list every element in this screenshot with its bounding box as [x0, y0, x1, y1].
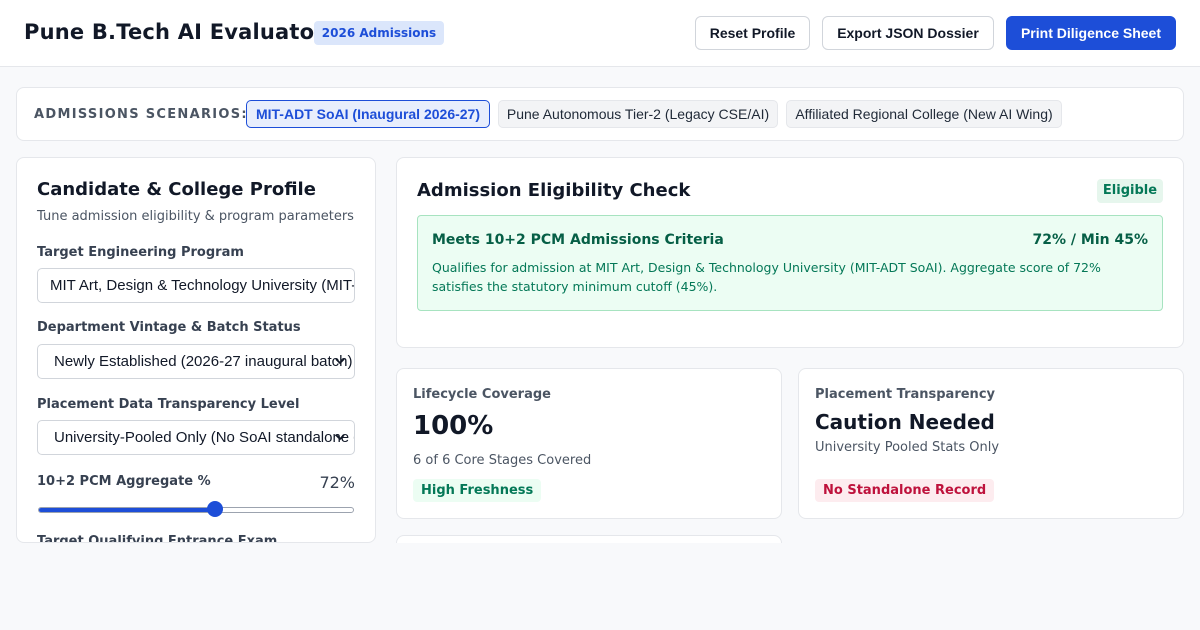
program-label: Target Engineering Program — [37, 245, 244, 260]
chevron-down-icon — [334, 421, 346, 454]
profile-panel-subtitle: Tune admission eligibility & program par… — [37, 209, 354, 224]
placement-label: Placement Transparency — [815, 387, 995, 402]
eligibility-title: Admission Eligibility Check — [417, 180, 691, 201]
vintage-select[interactable]: Newly Established (2026-27 inaugural bat… — [37, 344, 355, 379]
transparency-select[interactable]: University-Pooled Only (No SoAI standalo… — [37, 420, 355, 455]
print-diligence-button[interactable]: Print Diligence Sheet — [1006, 16, 1176, 50]
program-input[interactable]: MIT Art, Design & Technology University … — [37, 268, 355, 303]
profile-panel: Candidate & College Profile Tune admissi… — [16, 157, 376, 543]
scenario-chip-autonomous-tier2[interactable]: Pune Autonomous Tier-2 (Legacy CSE/AI) — [498, 100, 778, 128]
lifecycle-label: Lifecycle Coverage — [413, 387, 551, 402]
pcm-label: 10+2 PCM Aggregate % — [37, 474, 211, 489]
scenarios-label: ADMISSIONS SCENARIOS: — [34, 107, 248, 122]
placement-sub: University Pooled Stats Only — [815, 440, 1000, 455]
chevron-down-icon — [334, 345, 346, 378]
pcm-slider-fill — [39, 508, 216, 512]
export-json-button[interactable]: Export JSON Dossier — [822, 16, 994, 50]
lifecycle-coverage-card: Lifecycle Coverage 100% 6 of 6 Core Stag… — [396, 368, 782, 519]
app-header: Pune B.Tech AI Evaluator 2026 Admissions… — [0, 0, 1200, 67]
placement-value: Caution Needed — [815, 410, 995, 434]
lifecycle-value: 100% — [413, 411, 494, 441]
transparency-label: Placement Data Transparency Level — [37, 397, 300, 412]
vintage-label: Department Vintage & Batch Status — [37, 320, 301, 335]
eligibility-result-title: Meets 10+2 PCM Admissions Criteria — [432, 232, 724, 248]
viewport-cutoff — [0, 543, 1200, 630]
admissions-year-badge: 2026 Admissions — [314, 21, 444, 45]
scenario-chip-mit-adt[interactable]: MIT-ADT SoAI (Inaugural 2026-27) — [246, 100, 490, 128]
reset-profile-button[interactable]: Reset Profile — [695, 16, 810, 50]
pcm-slider-track[interactable] — [38, 507, 354, 513]
transparency-select-value: University-Pooled Only (No SoAI standalo… — [54, 429, 355, 446]
scenarios-bar: ADMISSIONS SCENARIOS: MIT-ADT SoAI (Inau… — [16, 87, 1184, 141]
profile-panel-title: Candidate & College Profile — [37, 179, 316, 200]
eligibility-status-badge: Eligible — [1097, 179, 1163, 203]
pcm-slider-thumb[interactable] — [206, 501, 223, 517]
eligibility-card: Admission Eligibility Check Eligible Mee… — [396, 157, 1184, 348]
vintage-select-value: Newly Established (2026-27 inaugural bat… — [54, 353, 353, 370]
eligibility-result-box: Meets 10+2 PCM Admissions Criteria 72% /… — [417, 215, 1163, 311]
scenario-chip-affiliated-regional[interactable]: Affiliated Regional College (New AI Wing… — [786, 100, 1062, 128]
lifecycle-sub: 6 of 6 Core Stages Covered — [413, 453, 592, 468]
freshness-badge: High Freshness — [413, 479, 542, 502]
app-title: Pune B.Tech AI Evaluator — [24, 20, 325, 44]
standalone-record-badge: No Standalone Record — [815, 479, 995, 502]
pcm-value: 72% — [319, 473, 355, 492]
exam-label: Target Qualifying Entrance Exam — [37, 534, 278, 543]
eligibility-result-score: 72% / Min 45% — [1032, 232, 1148, 248]
eligibility-result-description: Qualifies for admission at MIT Art, Desi… — [432, 260, 1101, 294]
placement-transparency-card: Placement Transparency Caution Needed Un… — [798, 368, 1184, 519]
